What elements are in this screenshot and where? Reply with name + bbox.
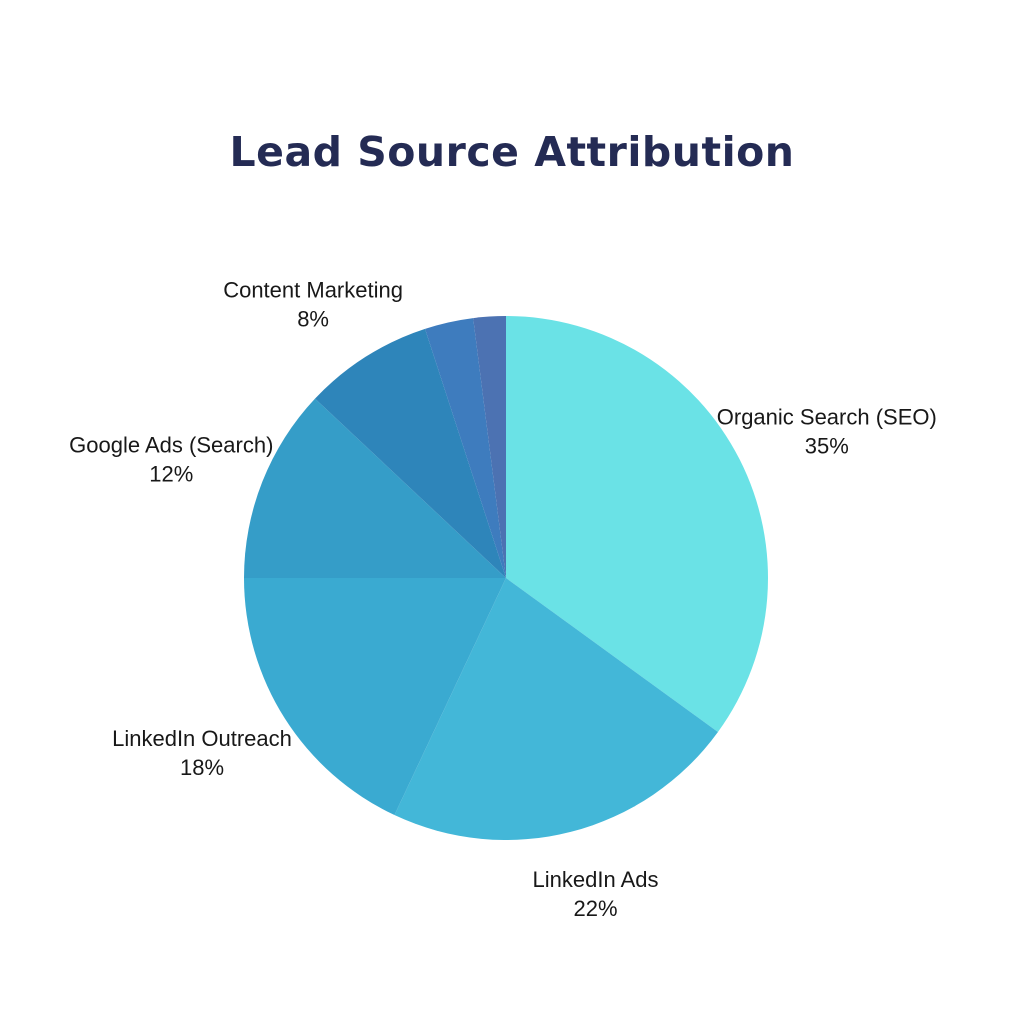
slice-label-organic-search-seo: Organic Search (SEO) 35%	[717, 405, 937, 459]
slice-label-linkedin-ads: LinkedIn Ads 22%	[533, 867, 659, 921]
pie-slice-unlabeled	[473, 316, 506, 578]
chart-title: Lead Source Attribution	[229, 128, 795, 176]
slice-label-content-marketing: Content Marketing 8%	[223, 278, 403, 332]
slice-label-linkedin-outreach: LinkedIn Outreach 18%	[112, 726, 292, 780]
pie-slice-content-marketing	[315, 328, 506, 578]
pie-slice-organic-search-seo	[506, 316, 768, 732]
pie-slice-linkedin-ads	[394, 578, 718, 840]
pie-slice-linkedin-outreach	[244, 578, 506, 816]
pie-slice-google-ads-search	[244, 398, 506, 578]
pie-slice-unlabeled	[425, 318, 506, 578]
slice-label-google-ads-search: Google Ads (Search) 12%	[69, 432, 273, 486]
